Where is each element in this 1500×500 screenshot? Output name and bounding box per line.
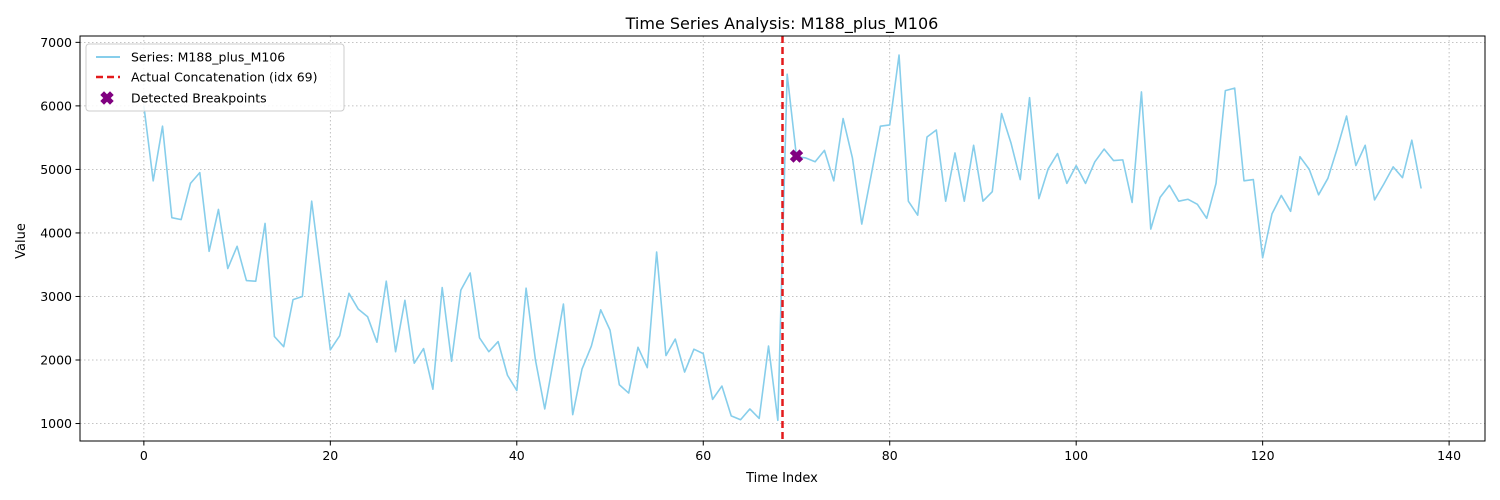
x-tick-label: 60 [695, 448, 711, 463]
y-tick-label: 7000 [40, 35, 72, 50]
series-layer [143, 36, 1422, 441]
plot-area-border [79, 35, 1486, 442]
y-tick-label: 3000 [40, 289, 72, 304]
y-tick-label: 6000 [40, 98, 72, 113]
plot-frame [79, 35, 1486, 442]
y-tick-label: 2000 [40, 353, 72, 368]
x-tick-label: 100 [1064, 448, 1088, 463]
x-tick-label: 140 [1437, 448, 1461, 463]
y-tick-label: 4000 [40, 225, 72, 240]
breakpoint-marker [789, 149, 804, 163]
legend: Series: M188_plus_M106 Actual Concatenat… [85, 43, 345, 112]
x-tick-label: 40 [509, 448, 525, 463]
legend-series-label: Series: M188_plus_M106 [131, 50, 285, 65]
legend-breakpoint-label: Detected Breakpoints [131, 91, 267, 106]
x-tick-label: 80 [882, 448, 898, 463]
x-tick-label: 0 [140, 448, 148, 463]
y-axis-label: Value [14, 223, 29, 259]
axes: 0 20 40 60 80 100 120 140 1000 2000 3000 4000 5000 60… [40, 35, 1461, 463]
y-tick-label: 5000 [40, 162, 72, 177]
y-tick-label: 1000 [40, 416, 72, 431]
x-tick-label: 20 [322, 448, 338, 463]
legend-box [85, 43, 345, 112]
grid [80, 36, 1485, 441]
chart-title: Time Series Analysis: M188_plus_M106 [625, 14, 939, 34]
x-axis-label: Time Index [745, 471, 818, 486]
legend-concatenation-label: Actual Concatenation (idx 69) [131, 70, 318, 85]
x-tick-label: 120 [1251, 448, 1275, 463]
legend-breakpoint-marker [100, 91, 114, 105]
